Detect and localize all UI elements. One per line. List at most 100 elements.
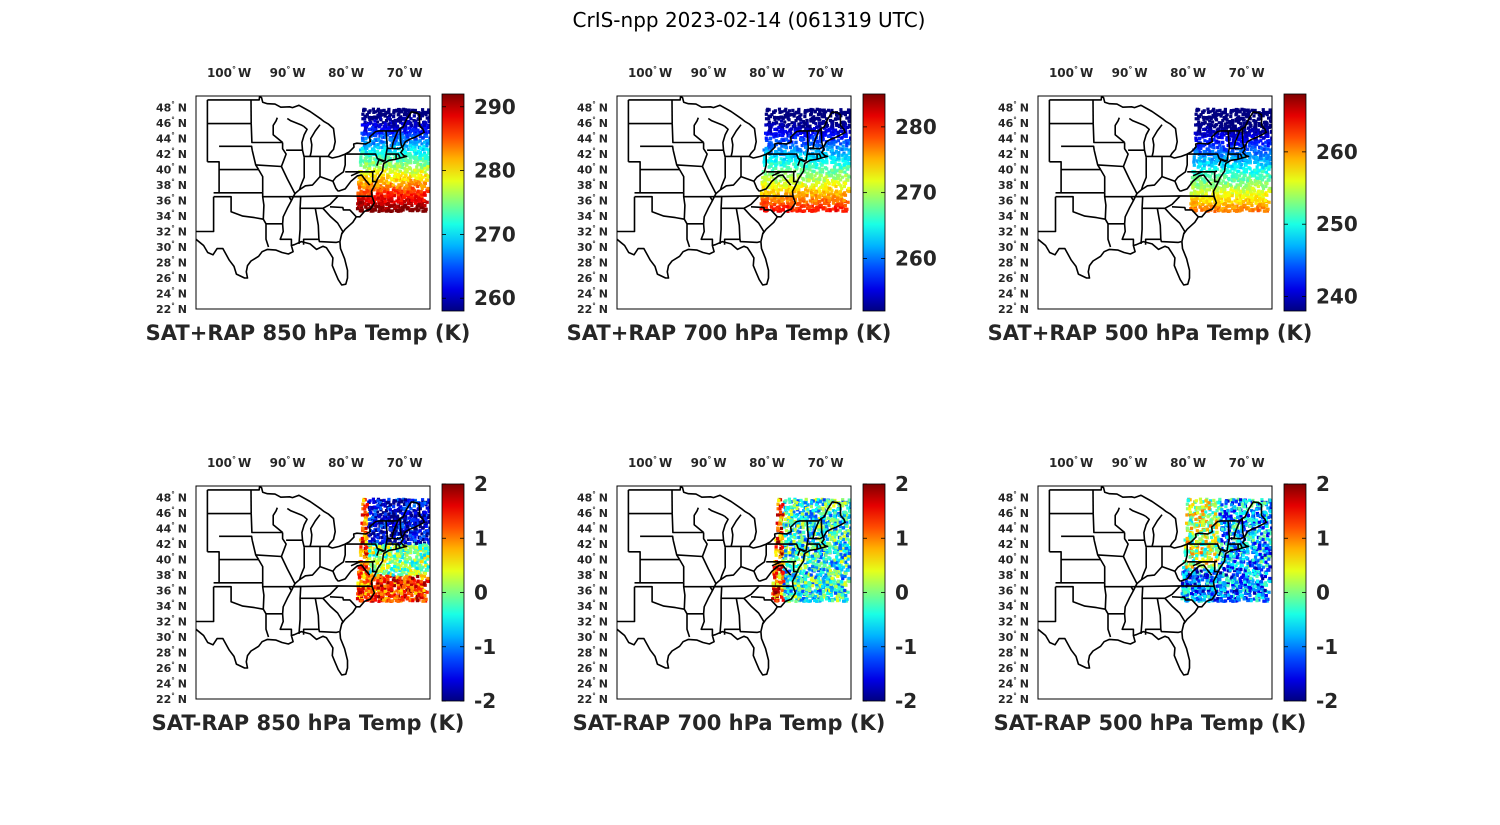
lat-tick-label: 30° N	[156, 630, 187, 644]
lon-tick-label: 80° W	[1170, 65, 1206, 80]
lat-tick-label: 40° N	[156, 553, 187, 567]
map-frame	[616, 95, 852, 310]
lat-tick-label: 42° N	[577, 147, 608, 161]
lat-tick-label: 26° N	[577, 661, 608, 675]
state-boundaries	[617, 486, 846, 676]
map-frame	[1037, 485, 1273, 700]
colorbar-tick-label: 260	[474, 286, 516, 310]
state-boundaries	[1038, 486, 1267, 676]
lat-tick-label: 44° N	[998, 522, 1029, 536]
panel-title: SAT+RAP 700 hPa Temp (K)	[567, 321, 892, 345]
lat-tick-label: 42° N	[156, 537, 187, 551]
lat-tick-label: 44° N	[156, 522, 187, 536]
colorbar-tick-label: 1	[895, 526, 909, 550]
panel-title: SAT-RAP 500 hPa Temp (K)	[994, 711, 1307, 735]
lat-tick-label: 46° N	[577, 116, 608, 130]
lat-tick-label: 34° N	[156, 209, 187, 223]
panel-title: SAT+RAP 500 hPa Temp (K)	[988, 321, 1313, 345]
colorbar-tick-label: 250	[1316, 212, 1358, 236]
lat-tick-label: 48° N	[577, 101, 608, 115]
lat-tick-label: 38° N	[156, 178, 187, 192]
lat-tick-label: 32° N	[998, 615, 1029, 629]
lat-tick-label: 36° N	[998, 194, 1029, 208]
lon-tick-label: 90° W	[691, 65, 727, 80]
lon-tick-label: 70° W	[808, 455, 844, 470]
colorbar-tick-label: -2	[474, 689, 496, 713]
lat-tick-label: 26° N	[998, 661, 1029, 675]
lat-tick-label: 46° N	[577, 506, 608, 520]
map-panel-1: 100° W 90° W 80° W 70° W 48° N46° N 44° N42° N 40° N38°…	[146, 65, 516, 345]
colorbar-tick-label: -1	[1316, 635, 1338, 659]
colorbar-tick-label: 290	[474, 95, 516, 119]
map-panel-6: 100° W 90° W 80° W 70° W 48° N46° N 44° N42° N 40° N38°…	[994, 455, 1339, 735]
lat-tick-label: 30° N	[156, 240, 187, 254]
lat-tick-label: 48° N	[156, 101, 187, 115]
colorbar-tick-label: 0	[895, 581, 909, 605]
colorbar-tick-label: 260	[895, 246, 937, 270]
colorbar-tick-label: -2	[1316, 689, 1338, 713]
lon-tick-label: 80° W	[749, 455, 785, 470]
lat-tick-label: 34° N	[998, 599, 1029, 613]
lon-tick-label: 80° W	[749, 65, 785, 80]
colorbar	[862, 93, 886, 312]
lon-tick-label: 70° W	[808, 65, 844, 80]
lat-tick-label: 40° N	[998, 163, 1029, 177]
colorbar-tick-label: 280	[895, 115, 937, 139]
colorbar-tick-label: -1	[895, 635, 917, 659]
colorbar-tick-label: 270	[474, 222, 516, 246]
lat-tick-label: 26° N	[998, 271, 1029, 285]
lat-tick-label: 24° N	[577, 287, 608, 301]
lon-tick-label: 70° W	[387, 65, 423, 80]
lon-tick-label: 100° W	[628, 65, 672, 80]
lat-tick-label: 34° N	[156, 599, 187, 613]
lat-tick-label: 46° N	[998, 506, 1029, 520]
lat-tick-label: 22° N	[156, 302, 187, 316]
lat-tick-label: 34° N	[577, 599, 608, 613]
lat-tick-label: 28° N	[577, 256, 608, 270]
colorbar-tick-label: 1	[1316, 526, 1330, 550]
figure-title: CrIS-npp 2023-02-14 (061319 UTC)	[573, 8, 926, 32]
lat-tick-label: 28° N	[577, 646, 608, 660]
lat-tick-label: 32° N	[156, 225, 187, 239]
lon-tick-label: 100° W	[207, 65, 251, 80]
lat-tick-label: 24° N	[156, 677, 187, 691]
lat-tick-label: 42° N	[156, 147, 187, 161]
lat-tick-label: 22° N	[998, 302, 1029, 316]
lat-tick-label: 48° N	[577, 491, 608, 505]
colorbar-tick-label: 260	[1316, 140, 1358, 164]
lat-tick-label: 34° N	[577, 209, 608, 223]
lat-tick-label: 40° N	[577, 163, 608, 177]
lon-tick-label: 70° W	[387, 455, 423, 470]
lat-tick-label: 28° N	[998, 646, 1029, 660]
lon-tick-label: 100° W	[1049, 65, 1093, 80]
lat-tick-label: 32° N	[998, 225, 1029, 239]
lat-tick-label: 22° N	[577, 692, 608, 706]
lat-tick-label: 24° N	[998, 287, 1029, 301]
lat-tick-label: 30° N	[998, 630, 1029, 644]
colorbar	[441, 93, 465, 312]
lat-tick-label: 40° N	[577, 553, 608, 567]
map-panel-4: 100° W 90° W 80° W 70° W 48° N46° N 44° N42° N 40° N38°…	[152, 455, 497, 735]
panel-title: SAT-RAP 700 hPa Temp (K)	[573, 711, 886, 735]
lat-tick-label: 36° N	[577, 584, 608, 598]
lat-tick-label: 32° N	[156, 615, 187, 629]
map-frame	[616, 485, 852, 700]
lat-tick-label: 30° N	[577, 240, 608, 254]
colorbar-tick-label: 240	[1316, 285, 1358, 309]
colorbar-tick-label: -1	[474, 635, 496, 659]
satellite-swath	[771, 497, 851, 603]
map-frame	[195, 485, 431, 700]
map-frame	[195, 95, 431, 310]
lat-tick-label: 38° N	[998, 178, 1029, 192]
lat-tick-label: 38° N	[156, 568, 187, 582]
lon-tick-label: 90° W	[691, 455, 727, 470]
lat-tick-label: 46° N	[998, 116, 1029, 130]
lon-tick-label: 90° W	[270, 65, 306, 80]
lat-tick-label: 48° N	[998, 101, 1029, 115]
lat-tick-label: 26° N	[577, 271, 608, 285]
lat-tick-label: 28° N	[156, 646, 187, 660]
colorbar-tick-label: 280	[474, 159, 516, 183]
map-panel-3: 100° W 90° W 80° W 70° W 48° N46° N 44° N42° N 40° N38°…	[988, 65, 1358, 345]
lon-tick-label: 100° W	[1049, 455, 1093, 470]
